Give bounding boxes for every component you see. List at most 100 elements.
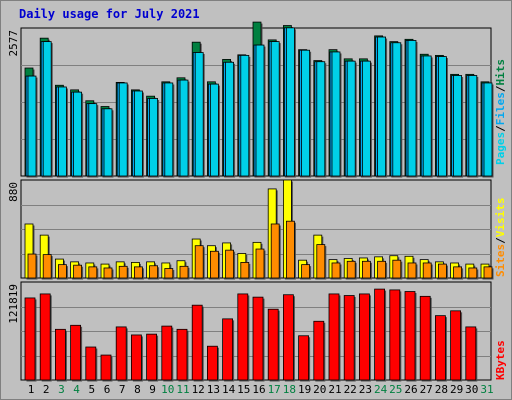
legend-kbytes: KBytes [494,340,507,380]
pages-bar [118,82,128,177]
pages-bar [301,49,311,177]
sites-bar [437,263,447,279]
sites-bar [422,262,432,279]
kbytes-bar [358,293,370,381]
sites-bar [346,260,356,279]
sites-bar [407,262,417,279]
pages-bar [194,52,204,177]
kbytes-bar [115,326,127,381]
x-tick-label: 29 [450,383,463,396]
pages-bar [133,90,143,177]
x-tick-label: 14 [222,383,236,396]
sites-bar [331,262,341,279]
x-tick-label: 11 [176,383,189,396]
sites-bar [361,260,371,279]
kbytes-bar [130,334,142,381]
x-tick-label: 2 [43,383,50,396]
x-tick-label: 28 [435,383,448,396]
pages-bar [407,40,417,177]
kbytes-bar [419,295,431,381]
kbytes-bar [465,326,477,381]
pages-bar [255,44,265,177]
legend-sites-visits: Sites/Visits [494,198,507,278]
pages-bar [377,36,387,177]
kbytes-bar [237,293,249,381]
sites-bar [301,264,311,279]
pages-bar [179,79,189,177]
sites-bar [240,262,250,279]
sites-bar [392,259,402,279]
legend-pages-files-hits: Pages/Files/Hits [494,59,507,165]
legend-files: Files [494,92,507,125]
kbytes-bar [389,289,401,381]
x-tick-label: 20 [313,383,326,396]
x-tick-label: 30 [465,383,478,396]
label-separator: / [494,85,507,92]
pages-bar [73,91,82,177]
x-tick-label: 6 [104,383,111,396]
kbytes-bar [282,294,294,381]
sites-bar [27,253,37,279]
pages-bar [149,98,159,177]
sites-bar [149,265,159,279]
y-tick-label: 880 [7,182,20,202]
pages-bar [453,75,463,177]
x-tick-label: 7 [119,383,126,396]
y-tick-label: 2577 [7,30,20,57]
pages-bar [392,42,402,177]
kbytes-bar [176,328,188,381]
legend-sites: Sites [494,244,507,277]
x-tick-label: 13 [207,383,220,396]
kbytes-bar [85,346,97,381]
x-tick-label: 4 [73,383,80,396]
sites-bar [103,267,113,279]
kbytes-bar [191,304,203,381]
x-tick-label: 22 [344,383,357,396]
sites-bar [133,266,143,279]
x-tick-label: 5 [88,383,95,396]
sites-bar [58,264,67,279]
sites-bar [88,266,98,279]
pages-bar [27,75,37,177]
kbytes-bar [146,333,158,381]
sites-bar [483,266,493,279]
x-tick-label: 12 [192,383,205,396]
kbytes-bar [55,328,66,381]
pages-bar [285,27,295,177]
sites-bar [270,223,280,279]
x-tick-label: 24 [374,383,388,396]
sites-bar [194,245,204,279]
kbytes-bar [343,295,355,381]
x-tick-label: 27 [420,383,433,396]
y-tick-label: 121819 [7,284,20,324]
chart-title: Daily usage for July 2021 [19,7,200,21]
sites-bar [377,260,387,279]
kbytes-bar [434,315,446,381]
sites-bar [468,267,478,279]
sites-bar [285,220,295,279]
pages-bar [483,82,493,177]
x-tick-label: 21 [328,383,341,396]
x-tick-label: 17 [268,383,281,396]
x-tick-label: 31 [480,383,493,396]
legend-visits: Visits [494,198,507,238]
kbytes-bar [450,310,462,381]
sites-bar [42,254,52,279]
label-separator: / [494,125,507,132]
x-tick-label: 16 [252,383,265,396]
x-tick-label: 18 [283,383,296,396]
pages-bar [58,86,67,177]
x-tick-label: 3 [58,383,65,396]
kbytes-bar [267,308,279,381]
pages-bar [164,82,174,177]
kbytes-bar [222,318,234,381]
kbytes-bar [313,320,325,381]
kbytes-bar [252,296,264,381]
legend-hits: Hits [494,59,507,86]
legend-kbytes: KBytes [494,340,507,380]
sites-bar [453,266,463,279]
pages-bar [103,108,113,177]
pages-bar [270,41,280,177]
label-separator: / [494,237,507,244]
